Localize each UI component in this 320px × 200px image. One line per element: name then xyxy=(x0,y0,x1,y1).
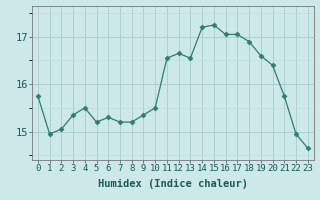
X-axis label: Humidex (Indice chaleur): Humidex (Indice chaleur) xyxy=(98,179,248,189)
